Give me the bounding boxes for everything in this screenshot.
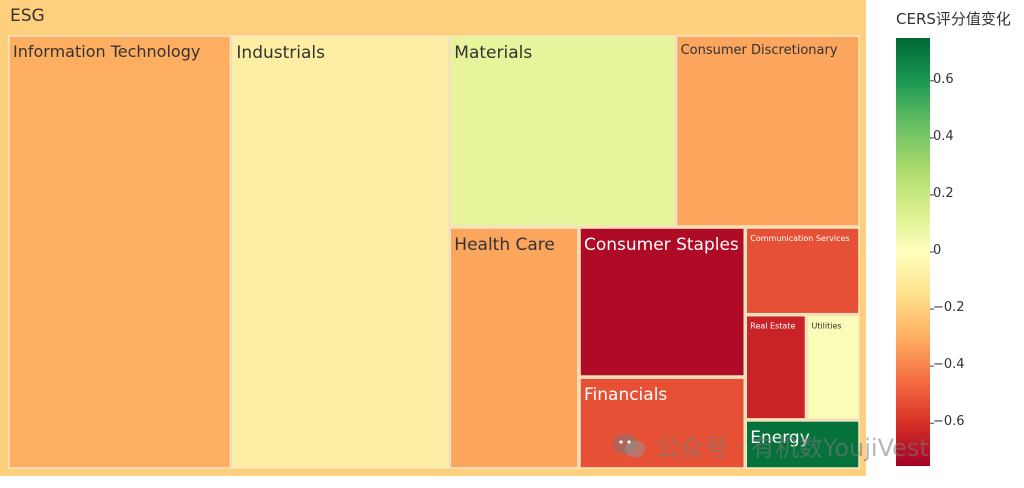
- tile-label-materials: Materials: [454, 43, 532, 63]
- tile-energy[interactable]: [745, 420, 860, 469]
- tile-real-estate[interactable]: [745, 314, 807, 420]
- tile-label-communication-services: Communication Services: [750, 234, 849, 243]
- tile-materials[interactable]: [449, 35, 676, 227]
- watermark-text: 公众号 · 有机数YoujiVest: [656, 434, 929, 462]
- tile-label-utilities: Utilities: [811, 322, 841, 331]
- colorbar-tick-label: 0: [933, 243, 942, 258]
- tile-label-industrials: Industrials: [236, 43, 325, 63]
- tile-label-financials: Financials: [584, 385, 667, 405]
- colorbar-tick-label: −0.4: [933, 357, 965, 373]
- tile-communication-services[interactable]: [745, 227, 860, 315]
- colorbar-tick-label: 0.4: [933, 128, 954, 144]
- tile-consumer-discretionary[interactable]: [675, 35, 860, 227]
- tile-industrials[interactable]: [231, 35, 450, 469]
- tile-utilities[interactable]: [806, 314, 860, 420]
- tile-label-energy: Energy: [750, 428, 810, 448]
- tile-label-real-estate: Real Estate: [750, 322, 795, 331]
- colorbar-tick-label: −0.6: [933, 414, 965, 430]
- tile-label-health-care: Health Care: [454, 235, 555, 255]
- tile-label-consumer-staples: Consumer Staples: [584, 235, 739, 255]
- colorbar-tick-label: 0.2: [933, 185, 954, 201]
- colorbar-title: CERS评分值变化: [896, 10, 1011, 28]
- colorbar-tick-label: 0.6: [933, 71, 954, 87]
- tile-label-consumer-discretionary: Consumer Discretionary: [681, 43, 838, 58]
- tile-consumer-staples[interactable]: [579, 227, 746, 377]
- tile-financials[interactable]: [579, 377, 746, 469]
- tile-health-care[interactable]: [449, 227, 579, 469]
- wechat-icon: [613, 433, 645, 457]
- colorbar: [896, 38, 930, 466]
- colorbar-tick-label: −0.2: [933, 300, 965, 316]
- watermark: 公众号 · 有机数YoujiVest: [612, 428, 929, 463]
- treemap-root-label[interactable]: ESG: [10, 6, 45, 26]
- tile-label-information-technology: Information Technology: [13, 42, 200, 61]
- tile-information-technology[interactable]: [8, 35, 232, 469]
